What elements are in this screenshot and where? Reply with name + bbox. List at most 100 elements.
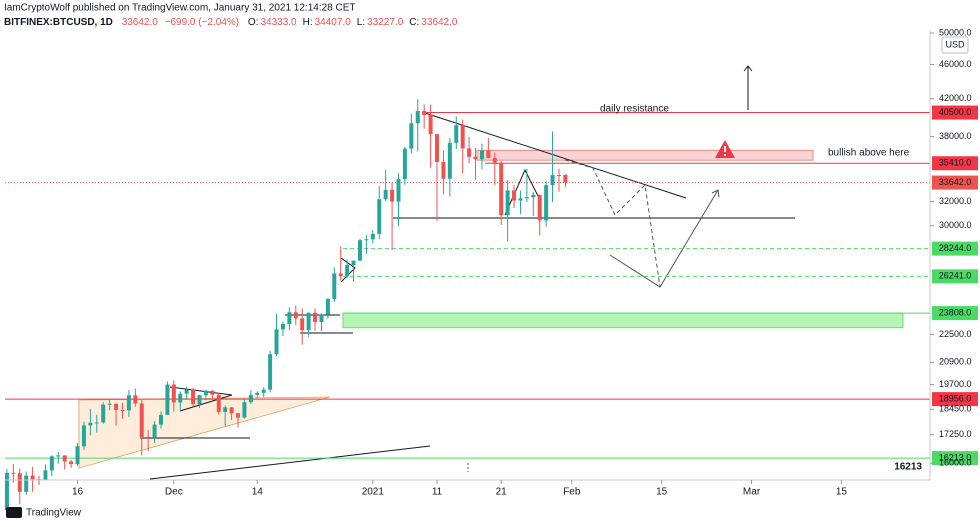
candle-body <box>30 475 35 480</box>
candle-body <box>306 312 311 331</box>
projection-path <box>564 159 661 288</box>
last-price: 33642.0 <box>122 17 159 28</box>
annotation: 16213 <box>894 462 922 473</box>
currency: USD <box>945 39 965 49</box>
warning-icon <box>724 146 726 152</box>
quote-key: C: <box>409 17 419 28</box>
candle-body <box>11 472 16 474</box>
y-tick-label: 42000.0 <box>939 93 972 103</box>
candle-body <box>447 142 452 179</box>
y-tick-label: 30000.0 <box>939 220 972 230</box>
candle-body <box>499 162 504 216</box>
candle-body <box>300 318 305 331</box>
level-label-box <box>932 392 978 407</box>
y-tick-label: 38000.0 <box>939 131 972 141</box>
candle-body <box>133 395 138 404</box>
quote-key: L: <box>357 17 365 28</box>
candle-body <box>107 403 112 405</box>
candle-body <box>467 148 472 157</box>
level-label: 26241.0 <box>939 271 972 281</box>
candle-body <box>409 123 414 149</box>
candle-body <box>537 194 542 221</box>
candles <box>4 99 568 511</box>
y-tick-label: 19700.0 <box>939 379 972 389</box>
candle-body <box>236 413 241 418</box>
warning-icon <box>724 154 726 156</box>
candle-body <box>165 384 170 415</box>
levels: 40500.0 35410.0 33642.0 28244.0 26241.0 23808… <box>5 104 978 473</box>
quote-key: H: <box>303 17 313 28</box>
x-tick-label: Mar <box>743 487 761 498</box>
x-tick-label: Feb <box>563 487 581 498</box>
candle-body <box>415 110 420 124</box>
trend-line <box>149 445 431 480</box>
change: −699.0 (−2.04%) <box>165 17 240 28</box>
zones <box>342 149 904 329</box>
candle-body <box>531 194 536 198</box>
candle-body <box>120 409 125 411</box>
quote-value: 33642.0 <box>421 17 458 28</box>
candle-body <box>287 312 292 324</box>
candle-body <box>24 475 29 492</box>
symbol: BITFINEX:BTCUSD, 1D <box>4 17 113 28</box>
quote-line: BITFINEX:BTCUSD, 1D 33642.0 −699.0 (−2.0… <box>4 17 458 28</box>
pennant-line <box>340 257 356 283</box>
currency-box <box>941 36 969 54</box>
candle-body <box>319 314 324 323</box>
candle-body <box>402 148 407 180</box>
y-tick-label: 18450.0 <box>939 404 972 414</box>
candle-body <box>178 393 183 403</box>
quote-value: 34407.0 <box>315 17 352 28</box>
pennant-line <box>179 394 233 412</box>
level-label: 35410.0 <box>939 158 972 168</box>
candle-body <box>17 473 22 492</box>
candle-body <box>505 190 510 216</box>
y-tick-label: 46000.0 <box>939 59 972 69</box>
candle-body <box>454 125 459 143</box>
candle-body <box>216 394 221 413</box>
candle-body <box>544 185 549 221</box>
x-tick-label: 15 <box>836 487 848 498</box>
candle-body <box>274 329 279 355</box>
candle-body <box>146 436 151 438</box>
candle-body <box>338 273 343 277</box>
candle-body <box>242 402 247 418</box>
quote-key: O: <box>248 17 259 28</box>
zone <box>476 149 814 161</box>
candle-body <box>56 455 61 457</box>
candle-body <box>114 403 119 410</box>
y-tick-label: 20900.0 <box>939 357 972 367</box>
level-label: 40500.0 <box>939 107 972 117</box>
candle-body <box>351 260 356 266</box>
y-tick-label: 50000.0 <box>939 27 972 37</box>
candle-body <box>171 384 176 403</box>
candle-body <box>524 197 529 199</box>
candle-body <box>512 190 517 201</box>
candle-body <box>229 407 234 414</box>
y-tick-label: 17250.0 <box>939 429 972 439</box>
candle-body <box>184 389 189 394</box>
quote-value: 33227.0 <box>367 17 404 28</box>
x-tick-label: 11 <box>432 487 443 498</box>
level-label: 28244.0 <box>939 243 972 253</box>
x-tick-label: 14 <box>252 487 264 498</box>
y-tick-label: 16000.0 <box>939 457 972 467</box>
candle-body <box>152 424 157 438</box>
axes: 50000.0 46000.0 42000.0 38000.0 32000.0 30000… <box>72 27 972 497</box>
candle-body <box>191 389 196 405</box>
drawings <box>78 65 795 480</box>
level-label: 16213.0 <box>939 452 972 462</box>
candle-body <box>556 175 561 177</box>
candle-body <box>158 414 163 425</box>
candle-body <box>223 407 228 413</box>
y-tick-label: 22500.0 <box>939 329 972 339</box>
level-label-box <box>932 241 978 256</box>
candle-body <box>486 150 491 159</box>
candle-body <box>383 189 388 200</box>
candle-body <box>313 312 318 323</box>
x-tick-label: 15 <box>656 487 668 498</box>
candle-body <box>550 175 555 186</box>
candle-body <box>563 174 568 183</box>
level-label: 23808.0 <box>939 307 972 317</box>
